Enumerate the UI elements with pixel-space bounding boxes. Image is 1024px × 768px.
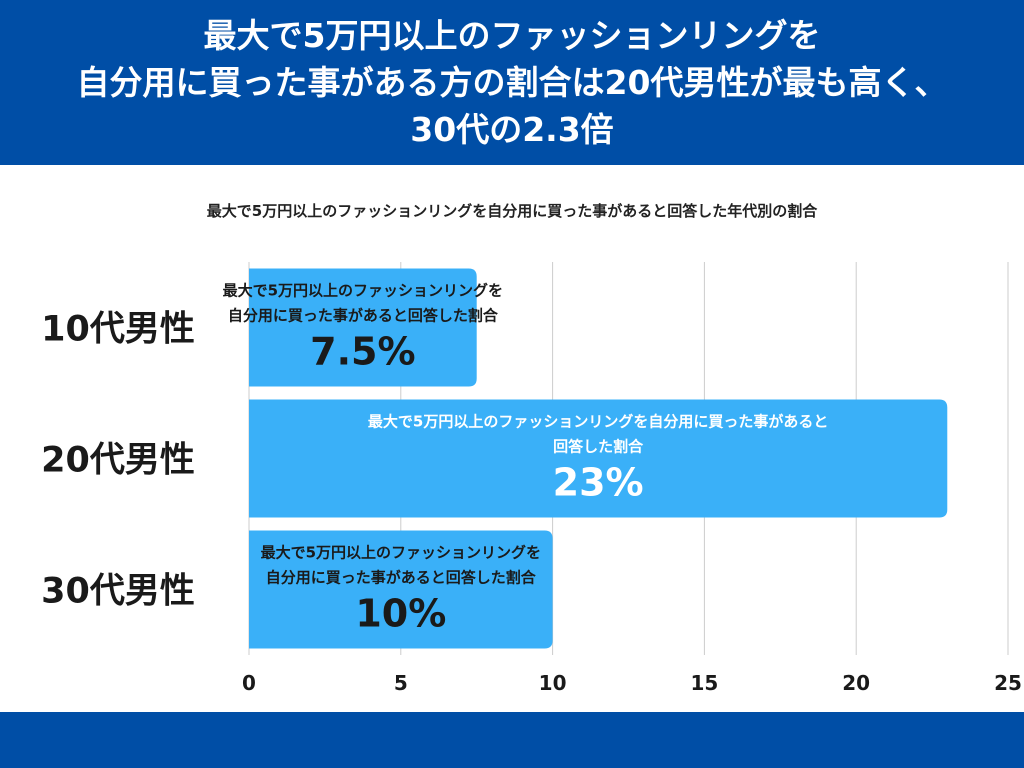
y-category-label: 10代男性 (41, 310, 195, 350)
bar-2 (249, 399, 948, 518)
title-line-2: 自分用に買った事がある方の割合は20代男性が最も高く、 (76, 63, 948, 102)
bar-caption-line: 最大で5万円以上のファッションリングを (261, 544, 541, 562)
x-tick-label: 25 (994, 671, 1022, 695)
bar-caption-line: 回答した割合 (553, 438, 644, 456)
x-tick-label: 5 (394, 671, 408, 695)
bar-value-label: 23% (553, 461, 644, 505)
bar-caption-line: 自分用に買った事があると回答した割合 (266, 569, 537, 587)
bar-caption-line: 最大で5万円以上のファッションリングを自分用に買った事があると (368, 413, 828, 431)
x-tick-label: 15 (690, 671, 718, 695)
x-tick-label: 0 (242, 671, 256, 695)
title-banner: 最大で5万円以上のファッションリングを 自分用に買った事がある方の割合は20代男… (0, 0, 1024, 165)
x-tick-label: 10 (539, 671, 567, 695)
title-line-3: 30代の2.3倍 (410, 110, 614, 149)
bar-caption-line: 最大で5万円以上のファッションリングを (223, 282, 503, 300)
footer-band (0, 712, 1024, 768)
y-category-label: 20代男性 (41, 441, 195, 481)
title-line-1: 最大で5万円以上のファッションリングを (203, 16, 821, 55)
chart-title: 最大で5万円以上のファッションリングを自分用に買った事があると回答した年代別の割… (206, 202, 818, 220)
bar-value-label: 10% (355, 592, 446, 636)
bar-caption-line: 自分用に買った事があると回答した割合 (228, 307, 499, 325)
bar-value-label: 7.5% (310, 330, 415, 374)
bar-1 (249, 268, 477, 387)
y-category-label: 30代男性 (41, 572, 195, 612)
bar-3 (249, 530, 553, 649)
x-tick-label: 20 (842, 671, 870, 695)
